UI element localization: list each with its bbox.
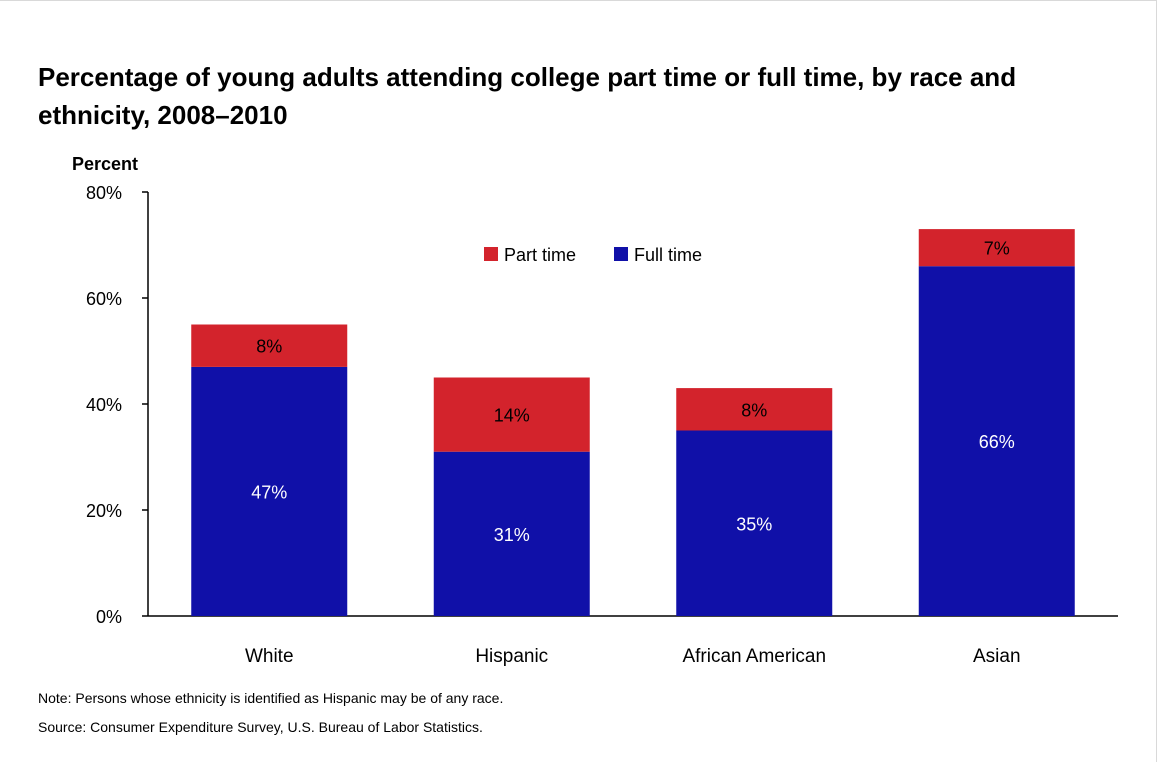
bar-full-time: [918, 266, 1075, 616]
bar-part-time: [433, 377, 590, 452]
x-tick-label: Asian: [973, 646, 1021, 667]
data-label: 66%: [979, 432, 1015, 452]
data-label: 31%: [494, 525, 530, 545]
bar-part-time: [918, 229, 1075, 267]
bar-part-time: [191, 324, 348, 367]
bar-full-time: [433, 451, 590, 616]
data-label: 8%: [256, 337, 282, 357]
legend-swatch: [484, 247, 498, 261]
chart-title: Percentage of young adults attending col…: [38, 62, 1017, 130]
data-label: 14%: [494, 406, 530, 426]
data-label: 35%: [736, 514, 772, 534]
y-axis-label: Percent: [72, 154, 138, 174]
y-tick-label: 0%: [96, 607, 122, 627]
bar-full-time: [191, 366, 348, 616]
bar-full-time: [676, 430, 833, 616]
x-tick-label: Hispanic: [475, 646, 548, 667]
legend-swatch: [614, 247, 628, 261]
legend: Part time Full time: [484, 245, 702, 265]
bar-part-time: [676, 388, 833, 431]
x-axis-labels: White Hispanic African American Asian: [245, 646, 1021, 667]
source-text: Source: Consumer Expenditure Survey, U.S…: [38, 719, 483, 735]
y-tick-label: 20%: [86, 501, 122, 521]
data-label: 47%: [251, 482, 287, 502]
y-tick-label: 40%: [86, 395, 122, 415]
x-tick-label: White: [245, 646, 294, 667]
x-tick-label: African American: [682, 646, 826, 667]
legend-label: Part time: [504, 245, 576, 265]
y-tick-label: 80%: [86, 183, 122, 203]
y-tick-label: 60%: [86, 289, 122, 309]
note-text: Note: Persons whose ethnicity is identif…: [38, 690, 504, 706]
data-label: 8%: [741, 400, 767, 420]
data-label: 7%: [984, 239, 1010, 259]
bars: 47% 8% 31% 14% 35% 8% 66% 7%: [191, 229, 1075, 616]
legend-label: Full time: [634, 245, 702, 265]
